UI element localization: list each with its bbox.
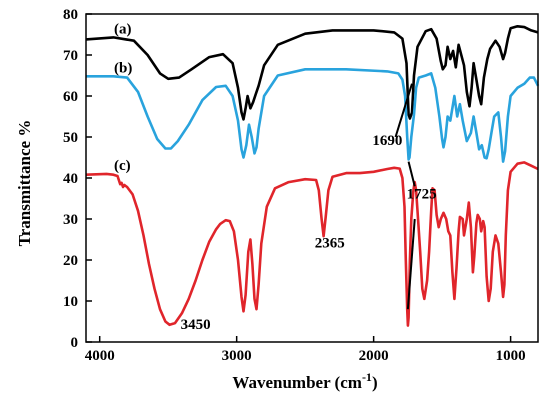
annotation-1690: 1690 xyxy=(372,133,402,149)
annotation-arrow-1725-1 xyxy=(406,218,416,310)
series-label-2: (c) xyxy=(114,158,131,174)
y-tick-label-50: 50 xyxy=(63,130,78,146)
annotation-3450: 3450 xyxy=(181,317,211,333)
y-tick-label-10: 10 xyxy=(63,294,78,310)
y-tick-label-30: 30 xyxy=(63,212,78,228)
annotation-layer: (a) (b) (c) 1690 1725 2365 3450 xyxy=(114,21,437,333)
series-label-0: (a) xyxy=(114,21,132,37)
annotation-arrow-1725-0 xyxy=(407,161,416,187)
annotation-arrow-1690-0 xyxy=(394,83,413,138)
y-tick-label-0: 0 xyxy=(71,335,79,351)
y-axis-title: Transmittance % xyxy=(15,120,34,247)
annotation-2365: 2365 xyxy=(315,236,345,252)
y-tick-label-70: 70 xyxy=(63,48,78,64)
x-axis-title-main: Wavenumber (cm xyxy=(232,373,362,392)
y-tick-label-20: 20 xyxy=(63,253,78,269)
x-tick-label-3000: 3000 xyxy=(222,348,252,364)
y-tick-label-80: 80 xyxy=(63,7,78,23)
x-axis-title: Wavenumber (cm-1) xyxy=(232,370,377,392)
x-tick-label-2000: 2000 xyxy=(359,348,389,364)
series-label-1: (b) xyxy=(114,60,132,76)
x-axis-title-superscript: -1 xyxy=(362,370,372,384)
series-line-0 xyxy=(85,25,539,121)
y-tick-label-60: 60 xyxy=(63,89,78,105)
x-tick-label-4000: 4000 xyxy=(85,348,115,364)
series-line-2 xyxy=(85,161,539,327)
y-tick-label-40: 40 xyxy=(63,171,78,187)
x-tick-label-1000: 1000 xyxy=(496,348,526,364)
plot-layer xyxy=(85,25,540,327)
x-axis-title-close: ) xyxy=(372,373,378,392)
annotation-1725: 1725 xyxy=(407,187,437,203)
series-line-1 xyxy=(86,68,540,163)
axis-layer: 0 10 20 30 40 50 60 70 80 4000 3000 2000 1000 xyxy=(63,7,539,364)
